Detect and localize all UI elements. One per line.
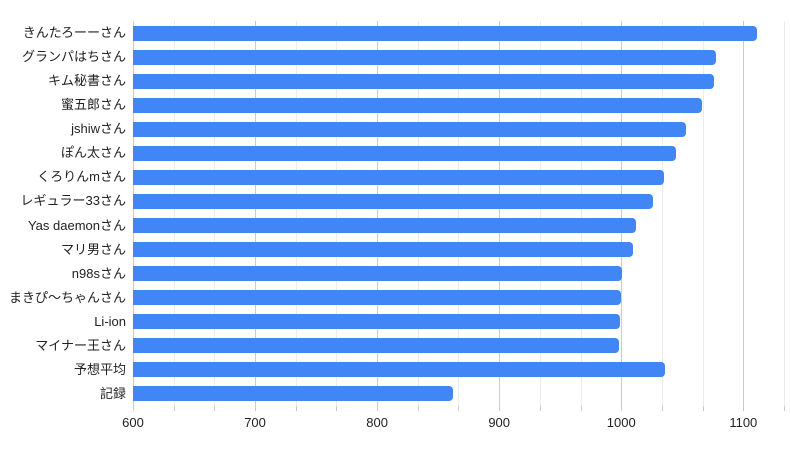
x-axis-label: 600 bbox=[122, 415, 144, 430]
bar bbox=[133, 121, 686, 137]
bar bbox=[133, 73, 715, 89]
x-axis-label: 900 bbox=[488, 415, 511, 430]
y-axis-label: n98sさん bbox=[71, 265, 126, 281]
y-axis-label: キム秘書さん bbox=[47, 73, 126, 89]
y-axis-label: jshiwさん bbox=[71, 121, 126, 137]
major-gridline bbox=[377, 21, 378, 406]
bar bbox=[133, 290, 622, 306]
bar bbox=[133, 242, 634, 258]
y-axis-label: グランパはちさん bbox=[21, 49, 126, 65]
x-axis-tick bbox=[703, 406, 704, 411]
major-gridline bbox=[743, 21, 744, 406]
y-axis-label: Li-ion bbox=[94, 313, 126, 329]
bar bbox=[133, 49, 717, 65]
y-axis-label: 予想平均 bbox=[73, 361, 126, 377]
minor-gridline bbox=[418, 21, 419, 406]
bar bbox=[133, 193, 653, 209]
y-axis-label: マイナー王さん bbox=[35, 337, 126, 353]
x-axis-tick bbox=[581, 406, 582, 411]
minor-gridline bbox=[703, 21, 704, 406]
x-axis-tick bbox=[336, 406, 337, 411]
bar bbox=[133, 266, 623, 282]
y-axis-label: くろりんmさん bbox=[37, 169, 126, 185]
y-axis-label: レギュラー33さん bbox=[20, 193, 126, 209]
bar bbox=[133, 169, 664, 185]
major-gridline bbox=[621, 21, 622, 406]
bar bbox=[133, 145, 677, 161]
minor-gridline bbox=[784, 21, 785, 406]
major-gridline bbox=[255, 21, 256, 406]
bar bbox=[133, 314, 621, 330]
minor-gridline bbox=[581, 21, 582, 406]
x-axis-tick bbox=[214, 406, 215, 411]
bar bbox=[133, 218, 636, 234]
bar bbox=[133, 338, 619, 354]
y-axis-label: まきぴ～ちゃんさん bbox=[8, 289, 126, 305]
minor-gridline bbox=[540, 21, 541, 406]
bar bbox=[133, 25, 757, 41]
x-axis-tick bbox=[458, 406, 459, 411]
x-axis-tick bbox=[133, 406, 134, 411]
bar bbox=[133, 97, 702, 113]
minor-gridline bbox=[662, 21, 663, 406]
major-gridline bbox=[133, 21, 134, 406]
x-axis-tick bbox=[377, 406, 378, 411]
x-axis-label: 1000 bbox=[606, 415, 636, 430]
x-axis-tick bbox=[540, 406, 541, 411]
y-axis-label: ぽん太さん bbox=[60, 145, 126, 161]
x-axis-tick bbox=[621, 406, 622, 411]
x-axis-label: 800 bbox=[366, 415, 388, 430]
x-axis-tick bbox=[499, 406, 500, 411]
plot-area bbox=[133, 21, 785, 406]
minor-gridline bbox=[174, 21, 175, 406]
x-axis-tick bbox=[784, 406, 785, 411]
y-axis-label: マリ男さん bbox=[60, 241, 126, 257]
x-axis-tick bbox=[174, 406, 175, 411]
x-axis-tick bbox=[255, 406, 256, 411]
minor-gridline bbox=[336, 21, 337, 406]
bar bbox=[133, 362, 666, 378]
y-axis-label: 記録 bbox=[99, 385, 126, 401]
bar bbox=[133, 386, 453, 402]
x-axis-tick bbox=[743, 406, 744, 411]
minor-gridline bbox=[296, 21, 297, 406]
y-axis-label: きんたろーーさん bbox=[22, 25, 126, 41]
major-gridline bbox=[499, 21, 500, 406]
x-axis-tick bbox=[296, 406, 297, 411]
y-axis-label: 蜜五郎さん bbox=[60, 97, 126, 113]
minor-gridline bbox=[214, 21, 215, 406]
x-axis-tick bbox=[662, 406, 663, 411]
minor-gridline bbox=[458, 21, 459, 406]
x-axis-label: 700 bbox=[244, 415, 266, 430]
x-axis-label: 1100 bbox=[729, 415, 758, 430]
x-axis-tick bbox=[418, 406, 419, 411]
y-axis-label: Yas daemonさん bbox=[27, 217, 126, 233]
